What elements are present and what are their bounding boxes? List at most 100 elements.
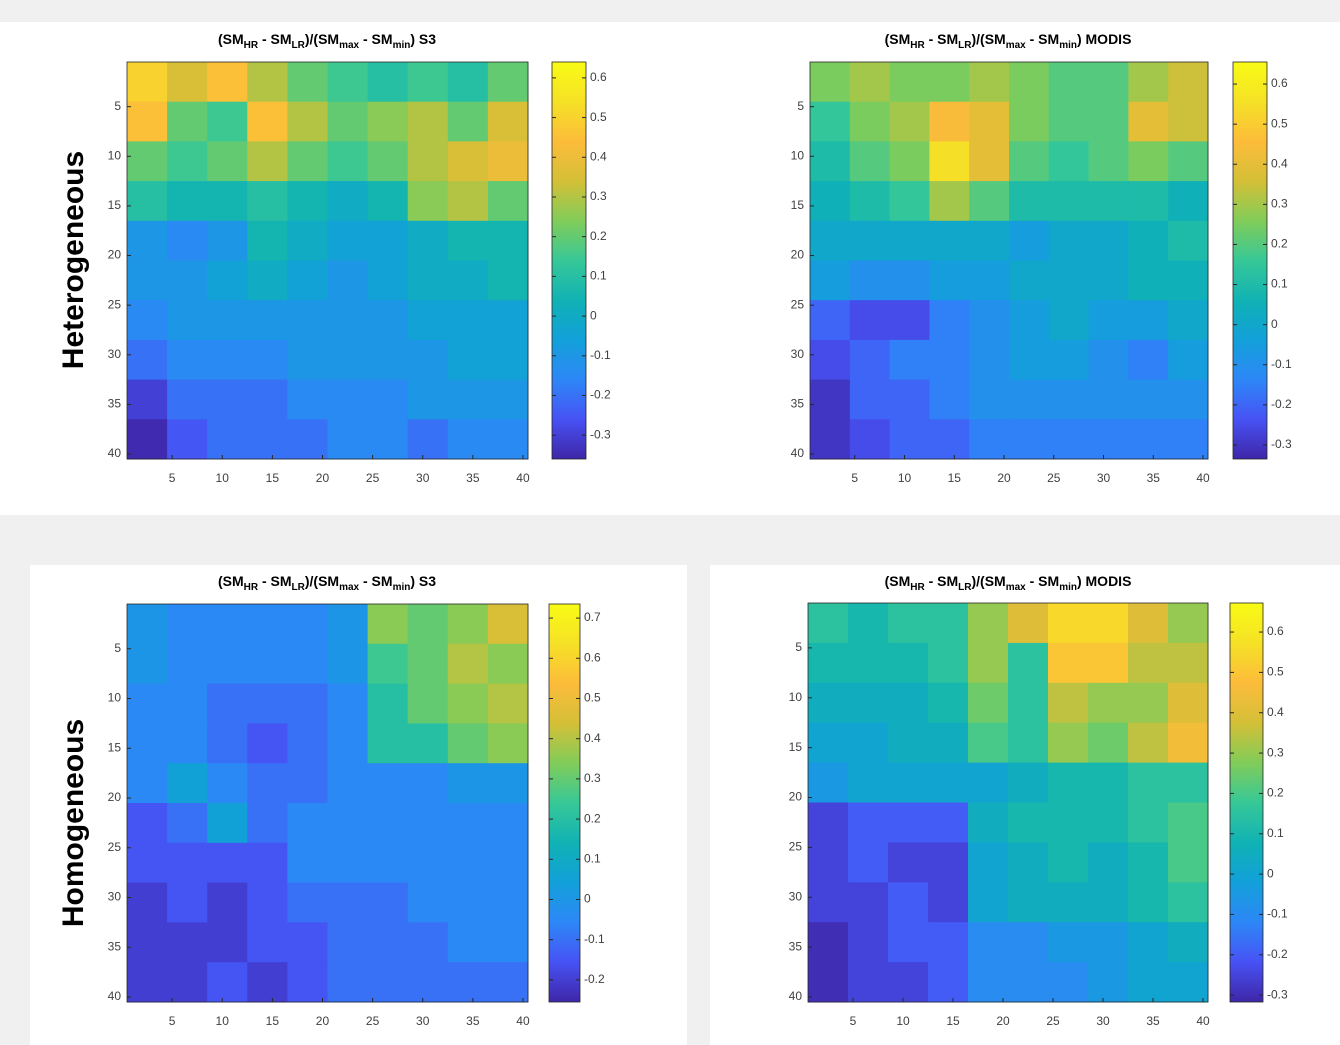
heat-cell bbox=[1128, 260, 1169, 301]
heat-cell bbox=[327, 62, 369, 103]
y-tick-label: 25 bbox=[791, 297, 805, 311]
y-tick-label: 15 bbox=[108, 740, 122, 754]
x-tick-label: 5 bbox=[851, 471, 858, 485]
y-tick-label: 40 bbox=[108, 446, 122, 460]
title-subscript: HR bbox=[244, 40, 259, 51]
heat-cell bbox=[447, 604, 489, 645]
heat-cell bbox=[407, 643, 449, 685]
heat-cell bbox=[849, 419, 891, 460]
heat-cell bbox=[1088, 802, 1129, 843]
colorbar bbox=[551, 61, 587, 460]
x-tick-label: 35 bbox=[1147, 471, 1161, 485]
title-part: (SM bbox=[885, 573, 911, 589]
heat-cell bbox=[929, 220, 970, 261]
heat-cell bbox=[487, 604, 529, 645]
heat-cell bbox=[207, 379, 248, 420]
x-tick-label: 35 bbox=[466, 471, 480, 485]
heat-cell bbox=[1048, 842, 1089, 883]
heat-cell bbox=[207, 220, 248, 261]
heat-cell bbox=[1009, 379, 1050, 420]
heat-cell bbox=[1168, 962, 1209, 1003]
heat-cell bbox=[968, 603, 1009, 644]
heat-cell bbox=[1048, 220, 1090, 261]
title-part: - SM bbox=[1026, 573, 1059, 589]
heat-cell bbox=[247, 604, 288, 645]
heat-cell bbox=[1048, 260, 1090, 301]
colorbar-tick-label: 0.6 bbox=[590, 70, 607, 84]
heat-cell bbox=[810, 260, 851, 301]
heat-cell bbox=[929, 181, 970, 222]
colorbar-tick-label: 0.6 bbox=[1267, 624, 1284, 638]
heat-cell bbox=[487, 339, 529, 381]
x-tick-label: 5 bbox=[850, 1014, 857, 1028]
title-part: (SM bbox=[885, 31, 911, 47]
heat-cell bbox=[207, 842, 248, 884]
colorbar-tick-label: 0.4 bbox=[590, 149, 607, 163]
colorbar-tick-label: -0.2 bbox=[584, 972, 605, 986]
heat-cell bbox=[327, 643, 369, 685]
heat-cell bbox=[327, 379, 369, 420]
heat-cell bbox=[487, 763, 529, 804]
heat-cell bbox=[888, 842, 929, 883]
heat-cell bbox=[167, 220, 208, 261]
y-tick-label: 35 bbox=[791, 397, 805, 411]
heat-cell bbox=[287, 842, 328, 884]
colorbar bbox=[1232, 61, 1268, 460]
heat-cell bbox=[247, 101, 288, 142]
colorbar-tick-label: 0.4 bbox=[1271, 156, 1288, 170]
colorbar-tick-label: 0.5 bbox=[584, 691, 601, 705]
heat-cell bbox=[447, 882, 489, 923]
heat-cell bbox=[1168, 762, 1209, 803]
heat-cell bbox=[207, 181, 248, 222]
heat-cell bbox=[127, 922, 168, 963]
heat-cell bbox=[1088, 62, 1129, 103]
heat-cell bbox=[848, 882, 889, 923]
heat-cell bbox=[287, 339, 328, 381]
heat-cell bbox=[1009, 101, 1050, 142]
heat-cell bbox=[487, 803, 529, 844]
heat-cell bbox=[1088, 682, 1129, 724]
heat-cell bbox=[1128, 922, 1169, 963]
heat-cell bbox=[327, 922, 369, 963]
heat-cell bbox=[247, 643, 288, 685]
colorbar-tick-label: -0.1 bbox=[1267, 907, 1288, 921]
heat-cell bbox=[1168, 62, 1209, 103]
heat-cell bbox=[167, 882, 208, 923]
y-tick-label: 25 bbox=[108, 297, 122, 311]
heat-cell bbox=[888, 802, 929, 843]
heat-cell bbox=[327, 419, 369, 460]
heat-cell bbox=[407, 220, 449, 261]
y-tick-label: 40 bbox=[108, 989, 122, 1003]
heat-cell bbox=[1128, 419, 1169, 460]
heat-cell bbox=[1088, 260, 1129, 301]
heat-cell bbox=[487, 181, 529, 222]
colorbar-tick-label: 0.2 bbox=[584, 811, 601, 825]
title-subscript: HR bbox=[910, 40, 925, 51]
heat-cell bbox=[1128, 603, 1169, 644]
colorbar-tick-label: 0.3 bbox=[1267, 745, 1284, 759]
heat-cell bbox=[929, 419, 970, 460]
heat-cell bbox=[1168, 300, 1209, 341]
heat-cell bbox=[888, 722, 929, 764]
heat-cell bbox=[447, 723, 489, 764]
y-tick-label: 30 bbox=[108, 890, 122, 904]
heat-cell bbox=[367, 141, 409, 182]
title-subscript: LR bbox=[292, 40, 306, 51]
colorbar-tick-label: 0.1 bbox=[584, 851, 601, 865]
x-tick-label: 40 bbox=[516, 471, 530, 485]
heat-cell bbox=[808, 642, 849, 684]
x-tick-label: 30 bbox=[1097, 471, 1111, 485]
y-tick-label: 5 bbox=[795, 640, 802, 654]
heat-cell bbox=[849, 300, 891, 341]
heat-cell bbox=[1048, 642, 1089, 684]
heat-cell bbox=[487, 683, 529, 724]
colorbar-tick-label: 0.1 bbox=[1267, 826, 1284, 840]
heat-cell bbox=[1008, 962, 1049, 1003]
heat-cell bbox=[127, 882, 168, 923]
heat-cell bbox=[367, 882, 409, 923]
heat-cell bbox=[327, 220, 369, 261]
heat-cell bbox=[1128, 141, 1169, 182]
heat-cell bbox=[1128, 882, 1169, 923]
heat-cell bbox=[889, 419, 930, 460]
heat-cell bbox=[1088, 962, 1129, 1003]
